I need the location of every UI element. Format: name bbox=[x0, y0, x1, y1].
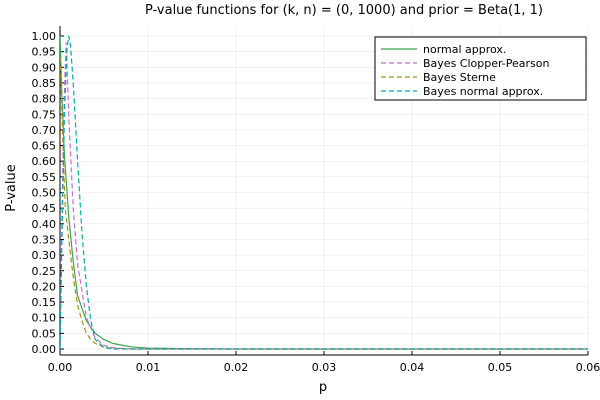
y-tick-label: 0.20 bbox=[32, 280, 57, 293]
x-tick-label: 0.05 bbox=[488, 361, 513, 374]
y-tick-label: 0.40 bbox=[32, 218, 57, 231]
y-tick-label: 0.45 bbox=[32, 202, 57, 215]
x-tick-label: 0.03 bbox=[312, 361, 337, 374]
y-tick-label: 0.50 bbox=[32, 187, 57, 200]
y-tick-label: 0.75 bbox=[32, 108, 57, 121]
x-tick-labels: 0.00 0.01 0.02 0.03 0.04 0.05 0.06 bbox=[48, 361, 600, 374]
y-tick-label: 0.60 bbox=[32, 155, 57, 168]
chart-title: P-value functions for (k, n) = (0, 1000)… bbox=[145, 3, 543, 18]
series-lines bbox=[60, 35, 588, 350]
x-tick-label: 0.02 bbox=[224, 361, 249, 374]
y-tick-label: 0.85 bbox=[32, 77, 57, 90]
y-tick-label: 0.05 bbox=[32, 327, 57, 340]
y-tick-label: 0.65 bbox=[32, 140, 57, 153]
legend-label-3: Bayes Sterne bbox=[423, 71, 496, 84]
y-tick-label: 0.15 bbox=[32, 296, 57, 309]
series-line-4 bbox=[60, 35, 588, 350]
y-tick-label: 0.25 bbox=[32, 265, 57, 278]
x-axis-title: p bbox=[319, 380, 327, 395]
y-tick-label: 0.10 bbox=[32, 312, 57, 325]
y-tick-labels: 0.00 0.05 0.10 0.15 0.20 0.25 0.30 0.35 0.40 0.45… bbox=[32, 30, 57, 356]
legend-label-2: Bayes Clopper-Pearson bbox=[423, 57, 550, 70]
y-tick-label: 0.70 bbox=[32, 124, 57, 137]
legend-label-1: normal approx. bbox=[423, 43, 506, 56]
legend-box bbox=[374, 36, 587, 101]
y-tick-label: 0.35 bbox=[32, 233, 57, 246]
series-line-2 bbox=[60, 42, 588, 350]
legend-items: normal approx.Bayes Clopper-PearsonBayes… bbox=[381, 43, 550, 98]
legend: normal approx.Bayes Clopper-PearsonBayes… bbox=[374, 36, 587, 101]
y-axis-title: P-value bbox=[4, 164, 19, 211]
y-tick-label: 0.90 bbox=[32, 61, 57, 74]
y-tick-label: 0.55 bbox=[32, 171, 57, 184]
legend-label-4: Bayes normal approx. bbox=[423, 85, 543, 98]
y-tick-label: 0.30 bbox=[32, 249, 57, 262]
y-tick-label: 0.95 bbox=[32, 46, 57, 59]
y-tick-label: 0.00 bbox=[32, 343, 57, 356]
y-tick-label: 1.00 bbox=[32, 30, 57, 43]
x-tick-label: 0.06 bbox=[576, 361, 600, 374]
x-tick-label: 0.01 bbox=[136, 361, 161, 374]
x-tick-label: 0.04 bbox=[400, 361, 425, 374]
y-tick-label: 0.80 bbox=[32, 93, 57, 106]
x-tick-label: 0.00 bbox=[48, 361, 73, 374]
